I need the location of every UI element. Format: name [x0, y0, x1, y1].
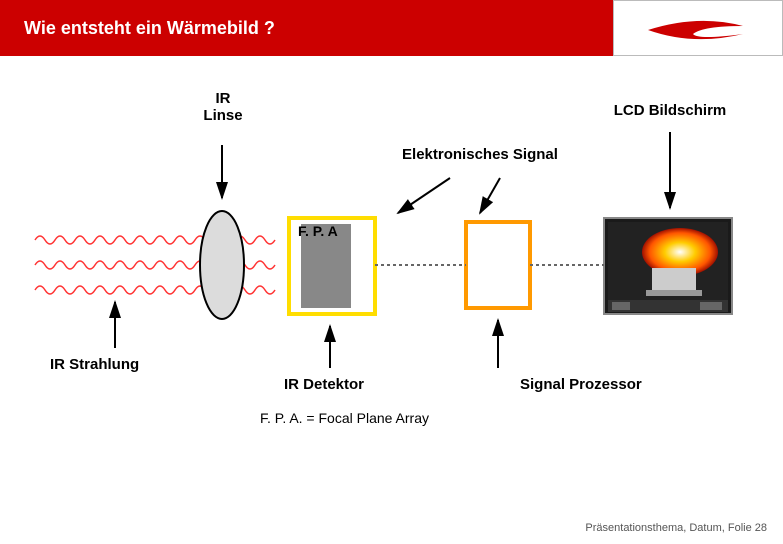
label-ir-detektor: IR Detektor [284, 376, 364, 393]
label-ir-strahlung: IR Strahlung [50, 356, 139, 373]
diagram-area: IR Linse LCD Bildschirm Elektronisches S… [0, 90, 783, 470]
lcd-screen [604, 218, 732, 314]
footer-text: Präsentationsthema, Datum, Folie 28 [585, 522, 767, 534]
processor-shape [466, 222, 530, 308]
page-title: Wie entsteht ein Wärmebild ? [24, 18, 275, 39]
title-bar: Wie entsteht ein Wärmebild ? [0, 0, 613, 56]
logo-box [613, 0, 783, 56]
lens-shape [200, 211, 244, 319]
footnote: F. P. A. = Focal Plane Array [260, 410, 429, 426]
label-fpa: F. P. A [298, 223, 338, 239]
signal-arrow-1 [398, 178, 450, 213]
signal-arrow-2 [480, 178, 500, 213]
label-sig-proc: Signal Prozessor [520, 376, 642, 393]
logo-icon [643, 12, 753, 44]
